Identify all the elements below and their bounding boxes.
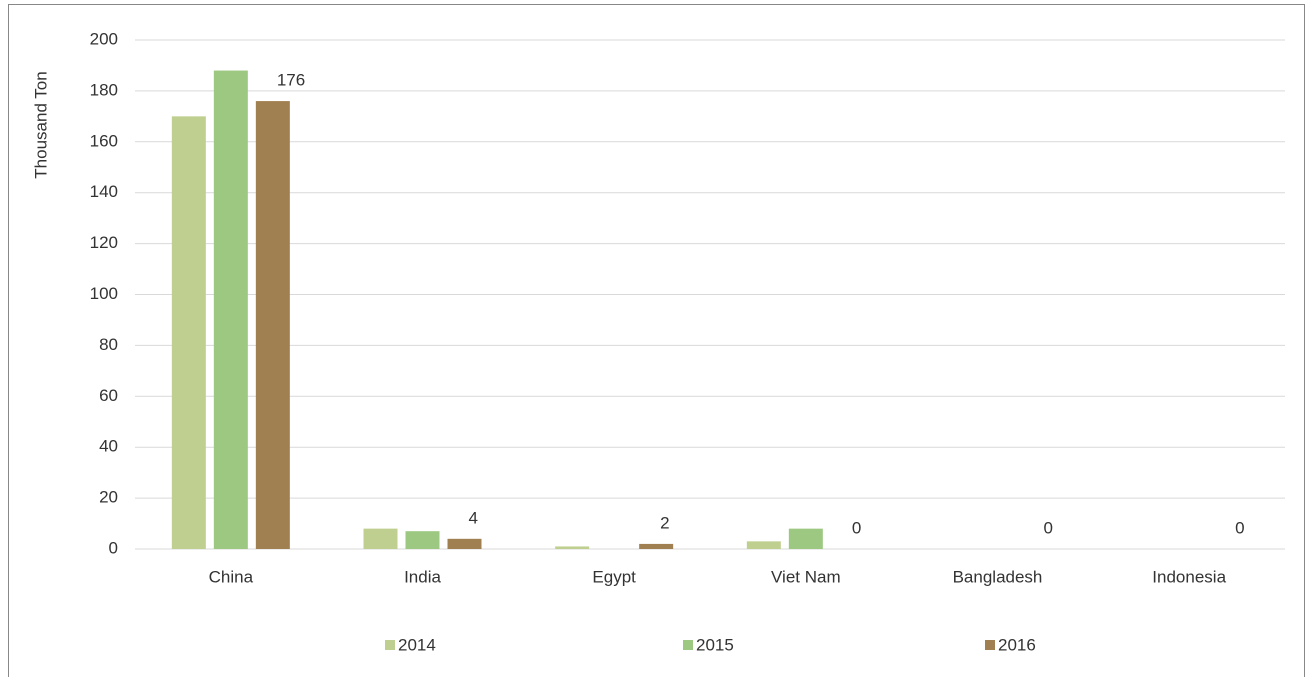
y-tick-label: 40 xyxy=(99,437,118,456)
y-tick-label: 180 xyxy=(90,80,118,99)
bar xyxy=(447,538,482,549)
x-tick-label: Indonesia xyxy=(1152,567,1226,586)
bar xyxy=(255,101,290,549)
x-tick-label: Viet Nam xyxy=(771,567,841,586)
bar xyxy=(213,70,248,549)
legend-swatch xyxy=(985,640,995,650)
x-tick-label: China xyxy=(209,567,254,586)
data-label: 0 xyxy=(1044,518,1053,537)
y-tick-label: 60 xyxy=(99,386,118,405)
frame xyxy=(8,4,1305,677)
y-tick-label: 80 xyxy=(99,335,118,354)
data-label: 4 xyxy=(469,508,478,527)
bar xyxy=(639,543,674,549)
bar xyxy=(405,531,440,549)
bar xyxy=(746,541,781,549)
data-label: 0 xyxy=(852,518,861,537)
legend-swatch xyxy=(385,640,395,650)
y-tick-label: 120 xyxy=(90,233,118,252)
bar xyxy=(788,528,823,549)
y-tick-label: 140 xyxy=(90,182,118,201)
data-label: 0 xyxy=(1235,518,1244,537)
bar xyxy=(363,528,398,549)
x-tick-label: India xyxy=(404,567,441,586)
legend-swatch xyxy=(683,640,693,650)
x-tick-label: Bangladesh xyxy=(953,567,1043,586)
data-label: 176 xyxy=(277,71,305,90)
x-tick-label: Egypt xyxy=(592,567,636,586)
data-label: 2 xyxy=(660,513,669,532)
y-tick-label: 100 xyxy=(90,284,118,303)
legend-label: 2015 xyxy=(696,635,734,654)
y-axis-label: Thousand Ton xyxy=(31,71,50,178)
y-tick-label: 160 xyxy=(90,131,118,150)
legend-label: 2014 xyxy=(398,635,436,654)
y-tick-label: 20 xyxy=(99,488,118,507)
y-tick-label: 0 xyxy=(109,538,118,557)
legend-label: 2016 xyxy=(998,635,1036,654)
y-tick-label: 200 xyxy=(90,29,118,48)
bar xyxy=(171,116,206,549)
bar xyxy=(555,546,590,549)
